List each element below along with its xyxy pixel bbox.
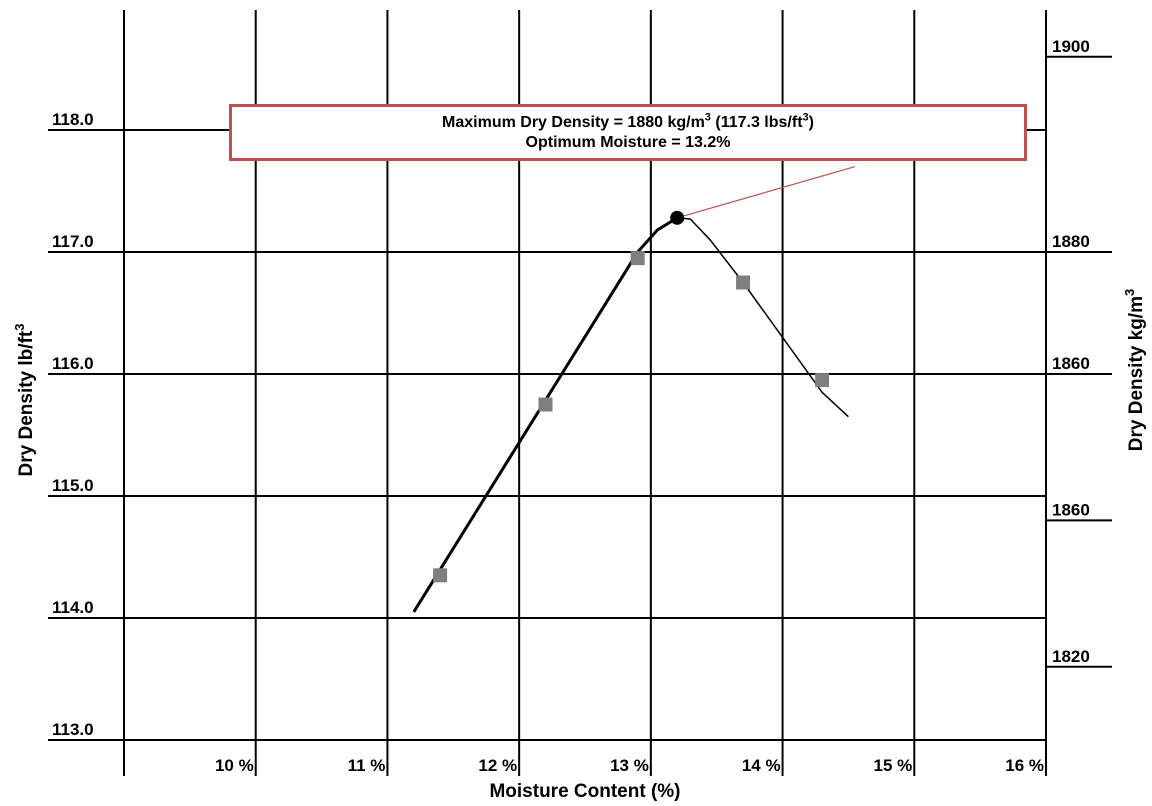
y-axis-right-title: Dry Density kg/m3 — [1122, 289, 1147, 451]
x-tick-label: 15 % — [874, 756, 913, 775]
y-left-tick-label: 115.0 — [52, 476, 94, 495]
axis-labels: 10 % 11 % 12 % 13 % 14 % 15 % 16 % 118.0 117.0 11… — [52, 37, 1090, 775]
callout-line-1-middle: (117.3 lbs/ft — [710, 114, 803, 131]
y-axis-left-title-sup: 3 — [12, 324, 27, 331]
callout-line-1-suffix: ) — [808, 114, 814, 131]
peak-point — [670, 210, 685, 225]
x-tick-label: 12 % — [478, 756, 517, 775]
y-left-tick-label: 113.0 — [52, 720, 94, 739]
data-point — [630, 251, 645, 266]
x-tick-label: 14 % — [742, 756, 781, 775]
y-right-tick-label: 1820 — [1052, 647, 1090, 666]
y-left-tick-label: 116.0 — [52, 354, 94, 373]
x-tick-label: 10 % — [215, 756, 254, 775]
y-axis-right-title-sup: 3 — [1122, 289, 1137, 296]
callout-line-1-prefix: Maximum Dry Density = 1880 kg/m — [442, 114, 705, 131]
y-left-tick-label: 117.0 — [52, 232, 94, 251]
x-axis-title: Moisture Content (%) — [489, 781, 680, 802]
y-right-tick-label: 1900 — [1052, 37, 1090, 56]
callout-line-1: Maximum Dry Density = 1880 kg/m3 (117.3 … — [232, 111, 1024, 133]
callout-leader-line — [677, 166, 856, 219]
callout-sup-1: 3 — [704, 111, 711, 124]
y-right-tick-label: 1880 — [1052, 232, 1090, 251]
data-point — [433, 568, 448, 583]
x-tick-label: 11 % — [348, 756, 386, 775]
data-point — [736, 275, 751, 290]
y-right-tick-label: 1860 — [1052, 500, 1090, 519]
y-axis-left-title-text: Dry Density lb/ft — [16, 330, 37, 476]
y-axis-left-title: Dry Density lb/ft3 — [12, 324, 37, 477]
y-left-tick-label: 118.0 — [52, 110, 94, 129]
y-axis-right-title-text: Dry Density kg/m — [1126, 296, 1147, 451]
callout-sup-2: 3 — [802, 111, 809, 124]
data-point — [815, 373, 830, 388]
y-right-tick-label: 1860 — [1052, 354, 1090, 373]
x-tick-label: 13 % — [610, 756, 649, 775]
curve-rising — [412, 216, 678, 613]
max-density-callout: Maximum Dry Density = 1880 kg/m3 (117.3 … — [229, 104, 1027, 161]
series-layer — [412, 166, 856, 613]
y-left-tick-label: 114.0 — [52, 598, 94, 617]
data-point — [538, 397, 553, 412]
x-tick-label: 16 % — [1005, 756, 1044, 775]
callout-line-2: Optimum Moisture = 13.2% — [525, 134, 731, 151]
